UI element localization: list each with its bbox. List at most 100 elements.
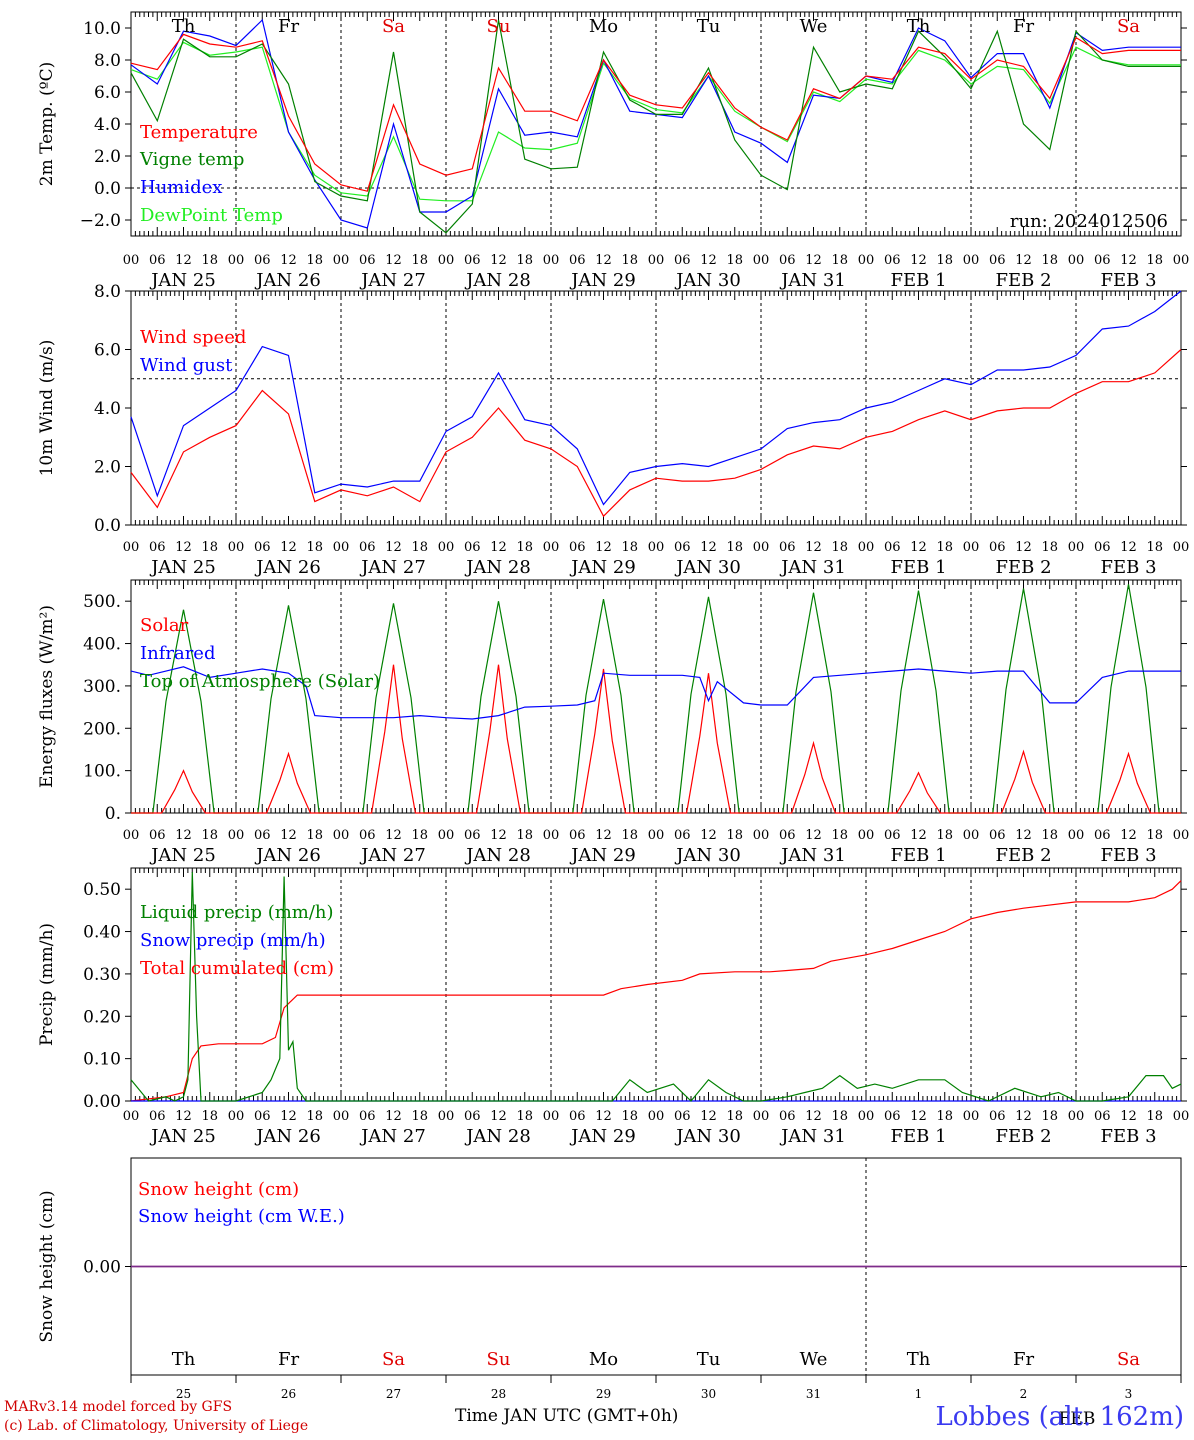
hour-tick-label: 00 bbox=[228, 828, 245, 843]
day-label: JAN 30 bbox=[674, 557, 741, 578]
hour-tick-label: 00 bbox=[543, 828, 560, 843]
y-axis-label: 10m Wind (m/s) bbox=[37, 340, 57, 477]
hour-tick-label: 12 bbox=[595, 828, 612, 843]
hour-tick-label: 12 bbox=[280, 253, 297, 268]
day-label: JAN 31 bbox=[779, 557, 846, 578]
hour-tick-label: 00 bbox=[1173, 1109, 1190, 1124]
hour-tick-label: 06 bbox=[464, 828, 481, 843]
hour-tick-label: 18 bbox=[726, 540, 743, 555]
hour-tick-label: 12 bbox=[175, 828, 192, 843]
legend-entry: Snow height (cm W.E.) bbox=[138, 1206, 345, 1227]
day-label: FEB 2 bbox=[995, 270, 1051, 291]
hour-tick-label: 00 bbox=[1068, 828, 1085, 843]
series-line-2 bbox=[130, 880, 1182, 1102]
hour-tick-label: 18 bbox=[201, 540, 218, 555]
y-tick-label: 0.20 bbox=[83, 1007, 121, 1027]
legend-entry: Infrared bbox=[140, 643, 215, 664]
hour-tick-label: 06 bbox=[779, 1109, 796, 1124]
hour-tick-label: 00 bbox=[543, 1109, 560, 1124]
hour-tick-label: 00 bbox=[1173, 828, 1190, 843]
day-label: FEB 2 bbox=[995, 845, 1051, 866]
hour-tick-label: 06 bbox=[674, 253, 691, 268]
y-tick-label: 8.0 bbox=[94, 282, 121, 302]
y-axis-label: Snow height (cm) bbox=[37, 1190, 57, 1342]
hour-tick-label: 00 bbox=[753, 253, 770, 268]
hour-tick-label: 06 bbox=[989, 253, 1006, 268]
hour-tick-label: 00 bbox=[228, 540, 245, 555]
hour-tick-label: 12 bbox=[805, 540, 822, 555]
hour-tick-label: 06 bbox=[884, 253, 901, 268]
hour-tick-label: 12 bbox=[910, 253, 927, 268]
legend-entry: Temperature bbox=[140, 122, 258, 143]
hour-tick-label: 18 bbox=[516, 540, 533, 555]
hour-tick-label: 00 bbox=[543, 253, 560, 268]
hour-tick-label: 18 bbox=[1041, 540, 1058, 555]
weekday-label-bottom: We bbox=[800, 1349, 828, 1370]
weekday-label-bottom: Fr bbox=[1013, 1349, 1034, 1370]
hour-tick-label: 12 bbox=[700, 540, 717, 555]
hour-tick-label: 06 bbox=[674, 828, 691, 843]
hour-tick-label: 12 bbox=[1120, 1109, 1137, 1124]
day-label: JAN 31 bbox=[779, 270, 846, 291]
y-tick-label: 0.0 bbox=[94, 516, 121, 536]
day-number-label: 25 bbox=[176, 1387, 191, 1401]
weekday-label: Th bbox=[172, 16, 196, 37]
day-label: JAN 28 bbox=[464, 1126, 531, 1147]
hour-tick-label: 18 bbox=[306, 828, 323, 843]
legend-entry: DewPoint Temp bbox=[140, 205, 283, 226]
hour-tick-label: 18 bbox=[411, 1109, 428, 1124]
hour-tick-label: 18 bbox=[621, 828, 638, 843]
credit-line-model: MARv3.14 model forced by GFS bbox=[4, 1399, 233, 1415]
day-number-label: 2 bbox=[1020, 1387, 1028, 1401]
y-tick-label: 0.40 bbox=[83, 923, 121, 943]
hour-tick-label: 18 bbox=[516, 253, 533, 268]
day-label: FEB 1 bbox=[890, 845, 946, 866]
y-tick-label: 4.0 bbox=[94, 399, 121, 419]
weekday-label-bottom: Mo bbox=[589, 1349, 618, 1370]
hour-tick-label: 00 bbox=[1173, 253, 1190, 268]
y-tick-label: 0.00 bbox=[83, 1258, 121, 1278]
hour-tick-label: 06 bbox=[359, 828, 376, 843]
y-tick-label: 6.0 bbox=[94, 341, 121, 361]
weekday-label-bottom: Tu bbox=[697, 1349, 721, 1370]
y-tick-label: 300. bbox=[83, 677, 121, 697]
legend-entry: Total cumulated (cm) bbox=[140, 958, 334, 979]
day-label: FEB 3 bbox=[1100, 270, 1156, 291]
day-label: JAN 30 bbox=[674, 845, 741, 866]
hour-tick-label: 12 bbox=[1120, 253, 1137, 268]
day-label: JAN 25 bbox=[149, 557, 216, 578]
hour-tick-label: 18 bbox=[306, 1109, 323, 1124]
hour-tick-label: 12 bbox=[595, 1109, 612, 1124]
weekday-label: Fr bbox=[1013, 16, 1034, 37]
day-number-label: 31 bbox=[806, 1387, 821, 1401]
hour-tick-label: 00 bbox=[438, 253, 455, 268]
hour-tick-label: 18 bbox=[201, 1109, 218, 1124]
day-label: JAN 28 bbox=[464, 557, 531, 578]
hour-tick-label: 12 bbox=[595, 253, 612, 268]
hour-tick-label: 18 bbox=[621, 253, 638, 268]
hour-tick-label: 00 bbox=[333, 828, 350, 843]
hour-tick-label: 00 bbox=[648, 540, 665, 555]
hour-tick-label: 12 bbox=[175, 253, 192, 268]
hour-tick-label: 06 bbox=[569, 1109, 586, 1124]
hour-tick-label: 18 bbox=[1146, 1109, 1163, 1124]
day-label: JAN 26 bbox=[254, 557, 321, 578]
hour-tick-label: 18 bbox=[201, 828, 218, 843]
hour-tick-label: 06 bbox=[884, 828, 901, 843]
hour-tick-label: 06 bbox=[779, 253, 796, 268]
hour-tick-label: 12 bbox=[700, 828, 717, 843]
series-line-3 bbox=[130, 41, 1181, 202]
hour-tick-label: 12 bbox=[700, 1109, 717, 1124]
hour-tick-label: 00 bbox=[1173, 540, 1190, 555]
day-label: JAN 29 bbox=[569, 845, 636, 866]
weekday-label-bottom: Th bbox=[907, 1349, 931, 1370]
legend-entry: Top of Atmosphere (Solar) bbox=[140, 671, 380, 692]
hour-tick-label: 18 bbox=[1041, 253, 1058, 268]
day-number-label: 28 bbox=[491, 1387, 506, 1401]
weekday-label: Sa bbox=[382, 16, 405, 37]
day-label: JAN 31 bbox=[779, 845, 846, 866]
day-label: FEB 2 bbox=[995, 1126, 1051, 1147]
hour-tick-label: 00 bbox=[333, 540, 350, 555]
hour-tick-label: 06 bbox=[884, 540, 901, 555]
hour-tick-label: 18 bbox=[306, 540, 323, 555]
